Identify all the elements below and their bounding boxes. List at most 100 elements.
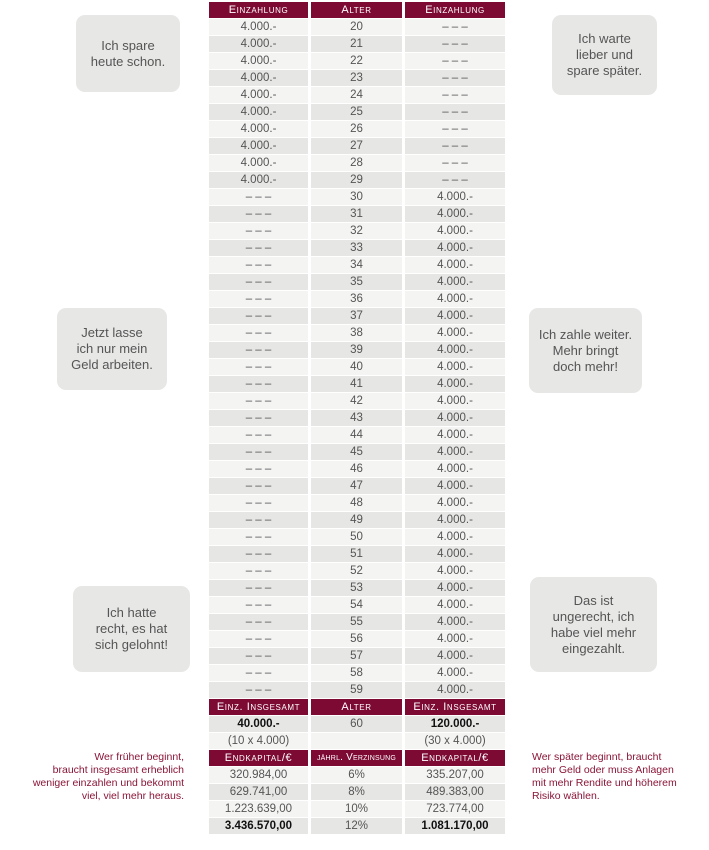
left-cell: – – – <box>209 291 308 307</box>
left-cell: – – – <box>209 189 308 205</box>
middle-cell: Alter <box>311 2 402 18</box>
left-cell: 40.000.- <box>209 716 308 732</box>
left-cell: – – – <box>209 427 308 443</box>
middle-cell: 51 <box>311 546 402 562</box>
middle-cell: 48 <box>311 495 402 511</box>
header-row: Einzahlung Alter Einzahlung <box>209 2 505 18</box>
right-cell: 4.000.- <box>405 376 505 392</box>
speech-bubble-early-2: Jetzt lasse ich nur mein Geld arbeiten. <box>57 308 167 461</box>
left-cell: 4.000.- <box>209 172 308 188</box>
left-cell: Einz. Insgesamt <box>209 699 308 715</box>
left-cell: – – – <box>209 546 308 562</box>
table-row: – – –52 4.000.- <box>209 563 505 579</box>
note-early-start: Wer früher beginnt, braucht insgesamt er… <box>32 751 184 802</box>
table-row: – – –40 4.000.- <box>209 359 505 375</box>
left-cell: – – – <box>209 274 308 290</box>
left-cell: – – – <box>209 308 308 324</box>
left-cell: – – – <box>209 325 308 341</box>
left-cell: 4.000.- <box>209 87 308 103</box>
speech-bubble-late-1: Ich warte lieber und spare später. <box>552 15 657 159</box>
right-cell: 4.000.- <box>405 308 505 324</box>
middle-cell: 56 <box>311 631 402 647</box>
totals-calc-row: (10 x 4.000) (30 x 4.000) <box>209 733 505 749</box>
right-cell: – – – <box>405 138 505 154</box>
right-cell: 4.000.- <box>405 257 505 273</box>
left-cell: 4.000.- <box>209 138 308 154</box>
left-cell: – – – <box>209 580 308 596</box>
left-cell: 4.000.- <box>209 121 308 137</box>
table-row: – – –32 4.000.- <box>209 223 505 239</box>
right-cell: – – – <box>405 155 505 171</box>
table-row: – – –35 4.000.- <box>209 274 505 290</box>
left-cell: – – – <box>209 495 308 511</box>
right-cell: (30 x 4.000) <box>405 733 505 749</box>
left-cell: – – – <box>209 682 308 698</box>
middle-cell: 8% <box>311 784 402 800</box>
middle-cell: 49 <box>311 512 402 528</box>
right-cell: 335.207,00 <box>405 767 505 783</box>
bubble-text: Jetzt lasse ich nur mein Geld arbeiten. <box>71 325 153 372</box>
right-cell: 4.000.- <box>405 274 505 290</box>
middle-cell: 40 <box>311 359 402 375</box>
right-cell: 4.000.- <box>405 512 505 528</box>
middle-cell: 26 <box>311 121 402 137</box>
right-cell: 4.000.- <box>405 223 505 239</box>
left-cell: 4.000.- <box>209 70 308 86</box>
right-cell: 4.000.- <box>405 614 505 630</box>
table-row: – – –47 4.000.- <box>209 478 505 494</box>
left-cell: 320.984,00 <box>209 767 308 783</box>
left-cell: – – – <box>209 631 308 647</box>
middle-cell: 44 <box>311 427 402 443</box>
middle-cell: 20 <box>311 19 402 35</box>
left-cell: 4.000.- <box>209 104 308 120</box>
right-cell: 4.000.- <box>405 291 505 307</box>
right-cell: 4.000.- <box>405 580 505 596</box>
right-cell: – – – <box>405 87 505 103</box>
table-row: – – –58 4.000.- <box>209 665 505 681</box>
result-row: 629.741,00 8% 489.383,00 <box>209 784 505 800</box>
middle-cell: jährl. Verzinsung <box>311 750 402 766</box>
middle-cell: 25 <box>311 104 402 120</box>
left-cell: – – – <box>209 206 308 222</box>
table-row: – – –45 4.000.- <box>209 444 505 460</box>
savings-table: Einzahlung Alter Einzahlung 4.000.- 20– – –4… <box>206 1 508 835</box>
left-cell: – – – <box>209 597 308 613</box>
right-cell: 4.000.- <box>405 546 505 562</box>
note-late-start: Wer später beginnt, braucht mehr Geld od… <box>532 751 677 802</box>
table-row: – – –41 4.000.- <box>209 376 505 392</box>
right-cell: – – – <box>405 121 505 137</box>
middle-cell: 55 <box>311 614 402 630</box>
left-cell: – – – <box>209 257 308 273</box>
right-cell: – – – <box>405 53 505 69</box>
table-row: – – –39 4.000.- <box>209 342 505 358</box>
left-cell: Einzahlung <box>209 2 308 18</box>
totals-row: 40.000.- 60 120.000.- <box>209 716 505 732</box>
right-cell: – – – <box>405 70 505 86</box>
table-row: – – –57 4.000.- <box>209 648 505 664</box>
right-cell: – – – <box>405 172 505 188</box>
right-cell: 4.000.- <box>405 665 505 681</box>
middle-cell: 36 <box>311 291 402 307</box>
right-cell: 4.000.- <box>405 206 505 222</box>
right-cell: 4.000.- <box>405 495 505 511</box>
right-cell: 4.000.- <box>405 410 505 426</box>
right-cell: 4.000.- <box>405 240 505 256</box>
table-row: 4.000.- 20– – – <box>209 19 505 35</box>
middle-cell: 57 <box>311 648 402 664</box>
right-cell: 4.000.- <box>405 325 505 341</box>
table-row: – – –34 4.000.- <box>209 257 505 273</box>
table-row: – – –44 4.000.- <box>209 427 505 443</box>
right-cell: 4.000.- <box>405 682 505 698</box>
middle-cell: 33 <box>311 240 402 256</box>
middle-cell: 59 <box>311 682 402 698</box>
middle-cell: 47 <box>311 478 402 494</box>
left-cell: 4.000.- <box>209 53 308 69</box>
table-row: 4.000.- 21– – – <box>209 36 505 52</box>
left-cell: – – – <box>209 240 308 256</box>
middle-cell: 29 <box>311 172 402 188</box>
right-cell: Einzahlung <box>405 2 505 18</box>
right-cell: – – – <box>405 104 505 120</box>
right-cell: 4.000.- <box>405 393 505 409</box>
table-row: – – –59 4.000.- <box>209 682 505 698</box>
left-cell: – – – <box>209 478 308 494</box>
